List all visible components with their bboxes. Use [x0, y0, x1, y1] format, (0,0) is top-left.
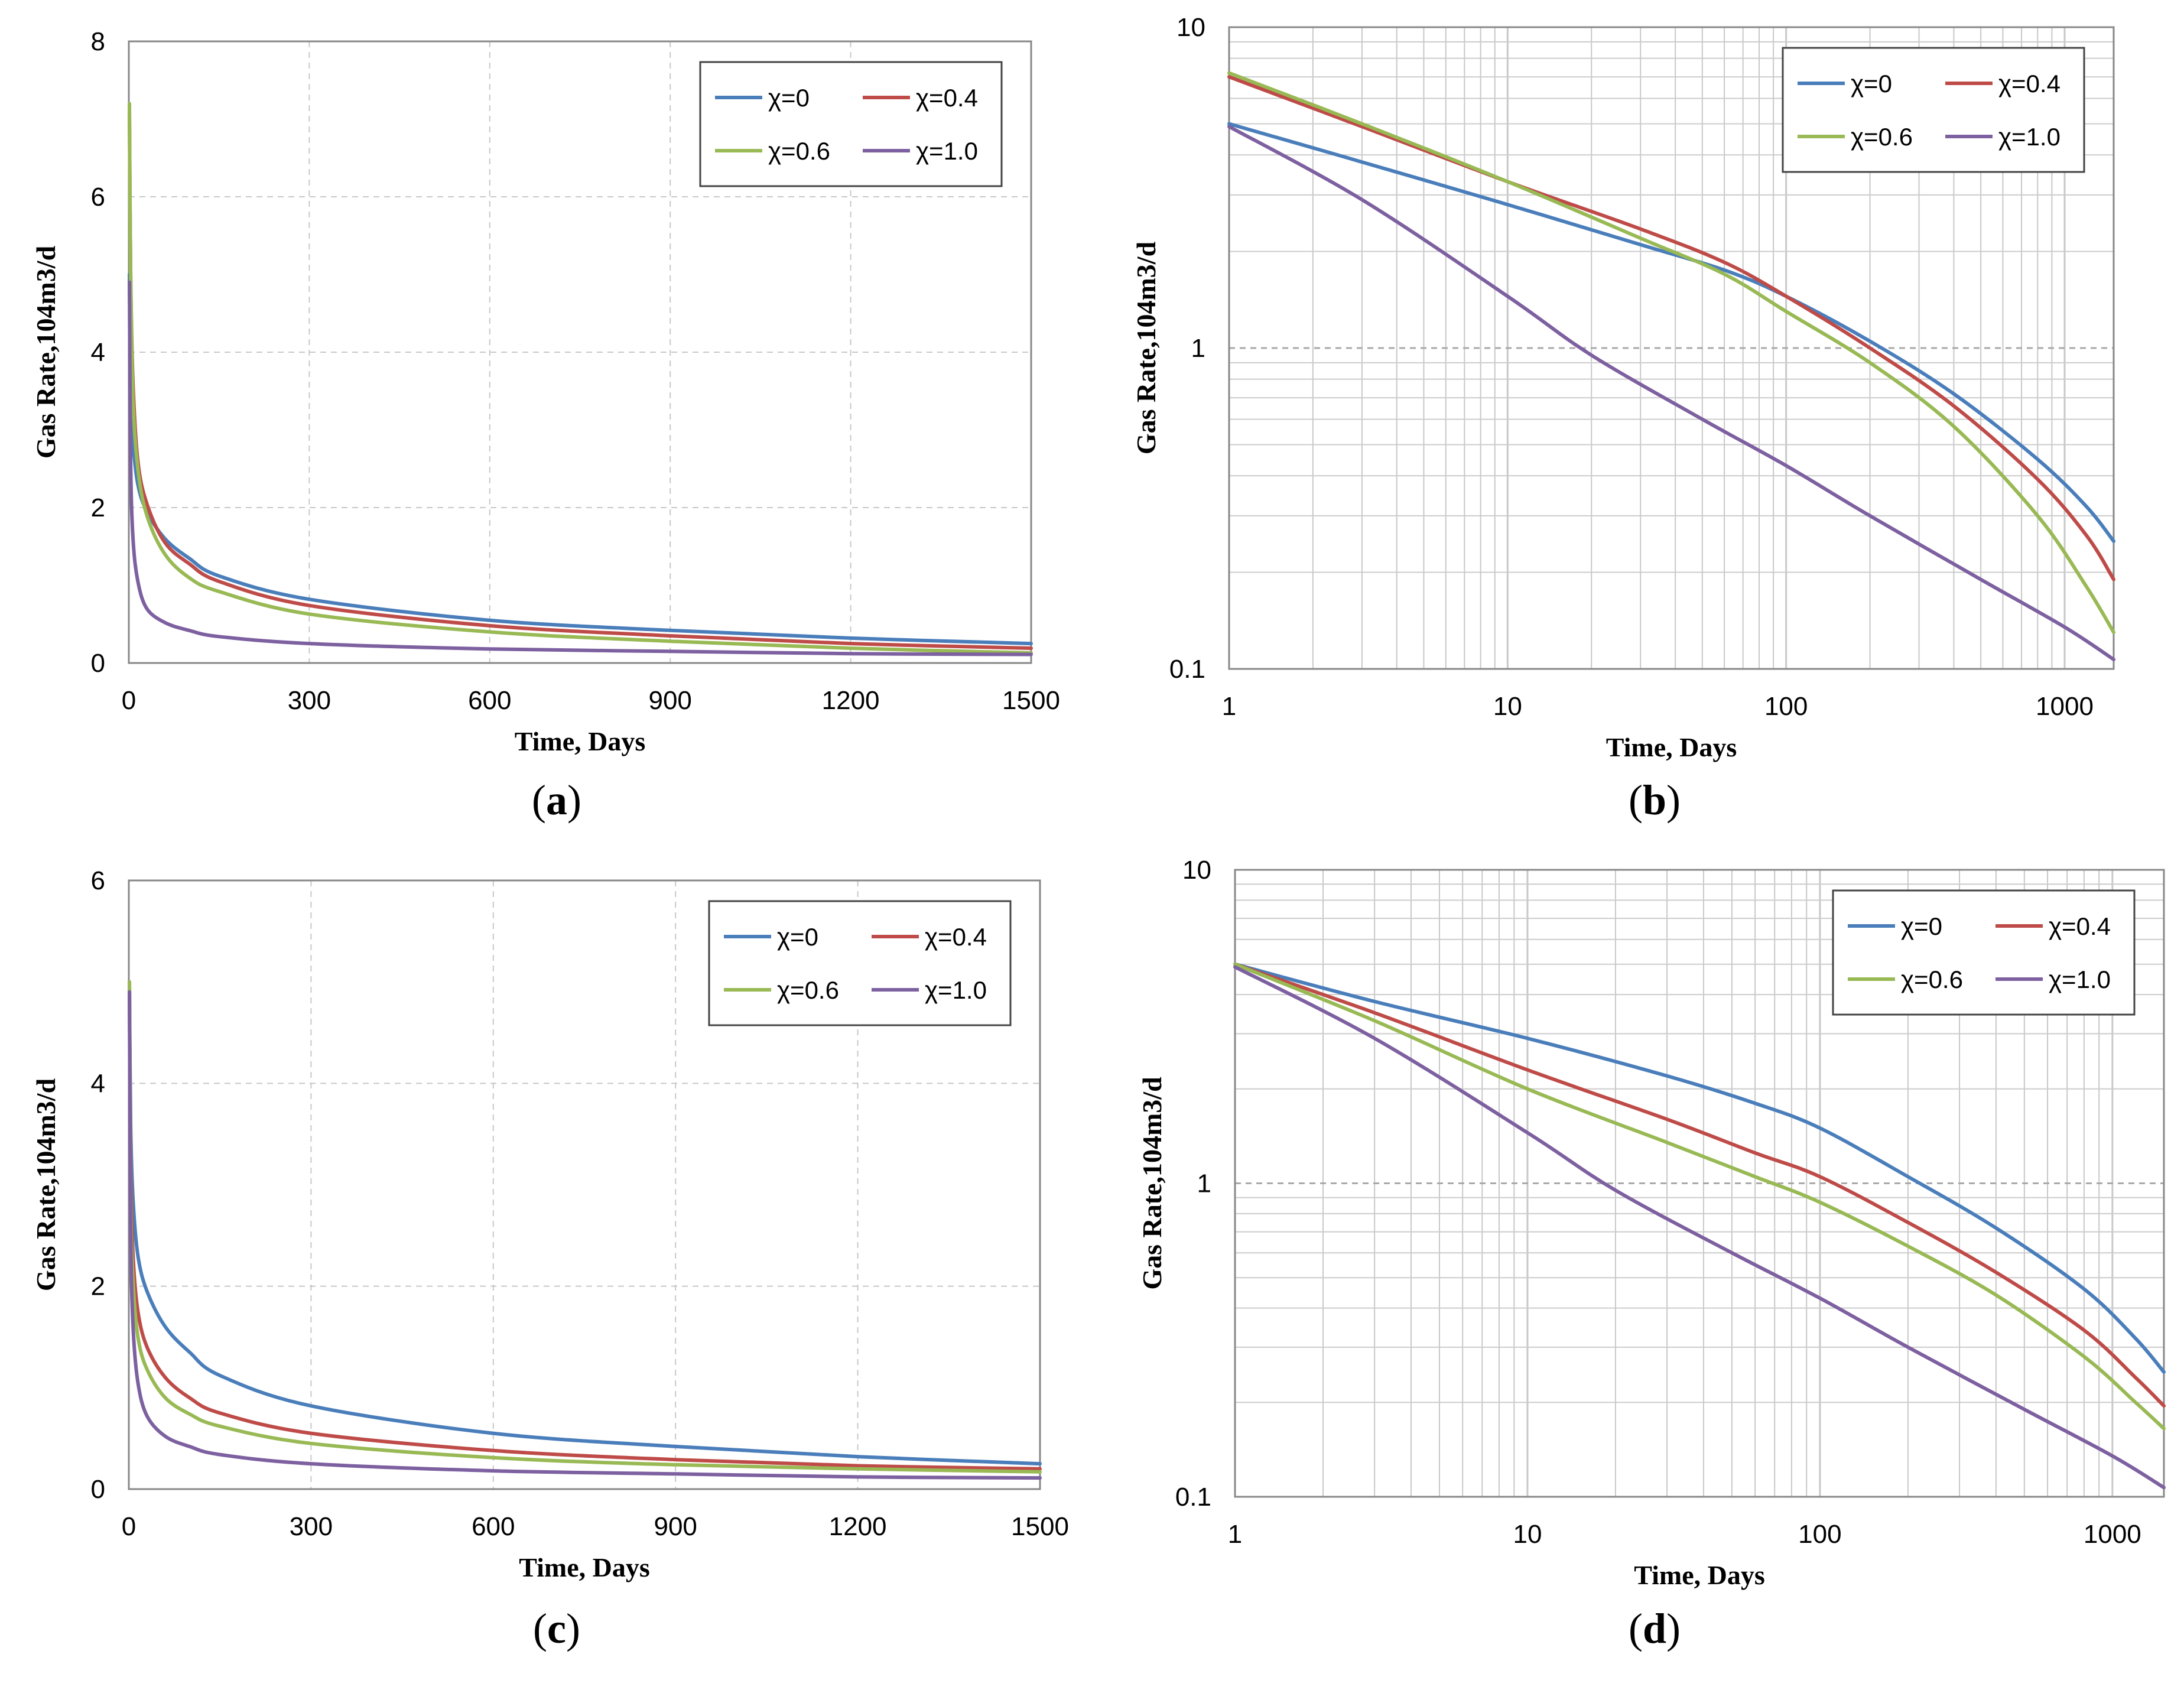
series-line-2 — [128, 980, 1042, 1474]
series-line-2 — [1233, 962, 2166, 1431]
plot-frame — [1228, 26, 2115, 670]
legend: χ=0 χ=0.4 χ=0.6 χ=1.0 — [708, 900, 1012, 1026]
legend-label-3: χ=1.0 — [925, 976, 987, 1004]
legend-label-1: χ=0.4 — [925, 923, 987, 951]
legend-label-1: χ=0.4 — [916, 84, 978, 112]
y-tick-label: 0 — [91, 649, 105, 678]
x-axis-label: Time, Days — [515, 726, 646, 756]
legend-label-0: χ=0 — [768, 84, 810, 112]
x-tick-label: 1500 — [1002, 686, 1060, 715]
series-line-1 — [128, 109, 1033, 650]
y-tick-label: 10 — [1182, 856, 1211, 885]
y-tick-label: 4 — [91, 338, 105, 367]
x-tick-label: 100 — [1764, 692, 1808, 721]
x-tick-label: 1 — [1228, 1520, 1242, 1549]
series-line-1 — [1233, 962, 2166, 1408]
legend: χ=0 χ=0.4 χ=0.6 χ=1.0 — [1782, 47, 2085, 173]
legend-box — [708, 900, 1012, 1026]
series-line-2 — [128, 102, 1033, 655]
panel-caption: (d) — [1629, 1605, 1681, 1652]
legend-label-3: χ=1.0 — [1998, 123, 2060, 151]
chart-d: 1 10 100 1000 0.1 1 10 Time, Days Gas Rate,104m3… — [1137, 856, 2166, 1652]
x-tick-label: 600 — [472, 1512, 515, 1541]
x-tick-label: 600 — [468, 686, 511, 715]
y-tick-label: 1 — [1197, 1169, 1211, 1198]
series-line-0 — [128, 980, 1042, 1466]
series-line-3 — [128, 280, 1033, 656]
y-tick-label: 4 — [91, 1069, 105, 1098]
y-tick-label: 2 — [91, 493, 105, 522]
series-line-3 — [1233, 965, 2166, 1490]
y-tick-label: 0 — [91, 1475, 105, 1504]
legend-label-2: χ=0.6 — [1901, 966, 1963, 993]
chart-a: 0 300 600 900 1200 1500 0 2 4 6 8 Time, Days Gas Rat… — [31, 27, 1060, 824]
x-tick-label: 1200 — [822, 686, 880, 715]
legend-label-0: χ=0 — [1901, 912, 1942, 940]
legend-label-2: χ=0.6 — [777, 976, 839, 1004]
y-tick-label: 0.1 — [1169, 655, 1205, 684]
x-tick-label: 900 — [654, 1512, 697, 1541]
legend-label-2: χ=0.6 — [1851, 123, 1913, 151]
x-tick-label: 0 — [122, 686, 136, 715]
x-tick-label: 10 — [1493, 692, 1522, 721]
chart-c: 0 300 600 900 1200 1500 0 2 4 6 Time, Days Gas Rate… — [31, 866, 1069, 1652]
y-tick-label: 6 — [91, 183, 105, 212]
series-line-3 — [128, 990, 1042, 1480]
y-axis-label: Gas Rate,104m3/d — [31, 1078, 61, 1291]
panel-caption: (a) — [532, 776, 581, 824]
series-line-2 — [1227, 71, 2115, 635]
y-tick-label: 6 — [91, 866, 105, 895]
y-axis-label: Gas Rate,104m3/d — [31, 245, 61, 459]
y-tick-label: 8 — [91, 27, 105, 56]
x-tick-label: 1 — [1222, 692, 1236, 721]
legend-label-0: χ=0 — [1851, 70, 1892, 98]
x-tick-label: 900 — [648, 686, 691, 715]
legend-label-3: χ=1.0 — [916, 137, 978, 165]
x-tick-label: 300 — [288, 686, 331, 715]
legend-box — [699, 61, 1003, 187]
legend-box — [1832, 889, 2136, 1016]
x-tick-label: 300 — [290, 1512, 333, 1541]
x-tick-label: 1200 — [829, 1512, 887, 1541]
x-tick-label: 10 — [1513, 1520, 1542, 1549]
series-line-1 — [128, 980, 1042, 1471]
legend-label-1: χ=0.4 — [2049, 912, 2111, 940]
series-line-1 — [1227, 75, 2115, 581]
x-tick-label: 0 — [122, 1512, 136, 1541]
legend-box — [1782, 47, 2085, 173]
y-tick-label: 0.1 — [1175, 1483, 1211, 1512]
x-axis-label: Time, Days — [1606, 732, 1737, 762]
y-axis-label: Gas Rate,104m3/d — [1131, 241, 1161, 454]
x-tick-label: 1000 — [2084, 1520, 2141, 1549]
series-line-0 — [1233, 962, 2166, 1374]
x-tick-label: 1000 — [2036, 692, 2094, 721]
legend-label-0: χ=0 — [777, 923, 818, 951]
y-tick-label: 1 — [1191, 334, 1205, 363]
legend-label-1: χ=0.4 — [1998, 70, 2060, 98]
series-line-3 — [1227, 125, 2115, 661]
legend: χ=0 χ=0.4 χ=0.6 χ=1.0 — [1832, 889, 2136, 1016]
legend-label-2: χ=0.6 — [768, 137, 830, 165]
x-tick-label: 1500 — [1011, 1512, 1069, 1541]
plot-frame — [1234, 869, 2165, 1498]
chart-b: 1 10 100 1000 0.1 1 10 Time, Days Gas Rate,104m3… — [1131, 13, 2115, 824]
panel-caption: (b) — [1629, 776, 1681, 824]
x-axis-label: Time, Days — [519, 1552, 650, 1582]
series-line-0 — [128, 272, 1033, 646]
y-tick-label: 2 — [91, 1272, 105, 1301]
x-tick-label: 100 — [1798, 1520, 1841, 1549]
y-tick-label: 10 — [1176, 13, 1205, 42]
series-line-0 — [1227, 122, 2115, 543]
x-axis-label: Time, Days — [1634, 1560, 1765, 1590]
panel-caption: (c) — [533, 1605, 580, 1652]
legend-label-3: χ=1.0 — [2049, 966, 2111, 993]
legend: χ=0 χ=0.4 χ=0.6 χ=1.0 — [699, 61, 1003, 187]
y-axis-label: Gas Rate,104m3/d — [1137, 1077, 1167, 1290]
